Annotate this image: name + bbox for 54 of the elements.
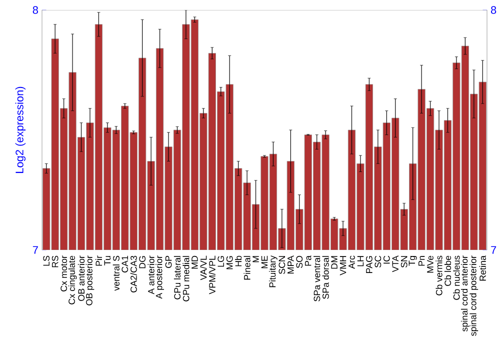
- x-tick-label: MPA: [288, 255, 294, 274]
- x-tick-label: CPu medial: [182, 256, 190, 302]
- x-tick-label: LH: [357, 256, 364, 266]
- x-tick-label: Cb vermis: [436, 256, 442, 296]
- x-tick-label: SN: [400, 256, 408, 268]
- x-tick-label: Pa: [304, 255, 312, 266]
- x-tick-label: OB anterior: [78, 256, 85, 301]
- x-tick-label: ME: [261, 256, 268, 268]
- x-tick-label: LS: [43, 256, 50, 266]
- x-tick-label: A anterior: [148, 256, 154, 294]
- x-tick-label: Cb nucleus: [453, 256, 460, 300]
- x-tick-label: ventral S: [112, 256, 120, 291]
- x-tick-label: LG: [218, 256, 224, 267]
- x-tick-label: Pineal: [244, 256, 250, 280]
- x-tick-label: A posterior: [156, 256, 164, 299]
- x-tick-label: MVe: [427, 256, 434, 273]
- x-tick-label: CPu lateral: [174, 256, 181, 300]
- x-tick-label: Cx cingulate: [68, 256, 77, 304]
- x-tick-label: Tg: [408, 256, 417, 266]
- y2-tick-label: 7: [491, 246, 496, 254]
- x-tick-label: MD: [192, 256, 198, 269]
- x-tick-label: VTA: [392, 255, 398, 272]
- x-tick-label: spinal cord posterior: [470, 256, 478, 336]
- x-tick-label: VA/VL: [200, 256, 207, 280]
- x-tick-label: M: [252, 256, 259, 262]
- x-tick-label: PAG: [366, 256, 372, 273]
- x-tick-label: spinal cord anterior: [461, 256, 470, 332]
- x-tick-label: GP: [165, 256, 172, 268]
- x-tick-label: Pituitary: [269, 255, 278, 288]
- x-tick-label: DG: [139, 256, 146, 268]
- x-tick-label: Cb lobe: [444, 256, 452, 286]
- x-tick-label: SPa ventral: [314, 256, 320, 302]
- x-tick-label: SPa dorsal: [322, 256, 329, 299]
- x-tick-label: CA2/CA3: [130, 256, 137, 292]
- x-tick-label: CA1: [122, 256, 128, 272]
- y-axis-title: Log2 (expression): [15, 86, 26, 173]
- x-tick-label: VMH: [340, 256, 346, 276]
- y2-tick-label: 8: [490, 6, 496, 14]
- x-tick-label: Retina: [479, 255, 486, 281]
- x-tick-label: Cx motor: [60, 256, 67, 292]
- x-tick-label: RS: [52, 256, 58, 268]
- x-tick-label: Arc: [348, 256, 355, 269]
- x-tick-label: SO: [296, 256, 303, 268]
- x-tick-label: Pir: [95, 256, 102, 266]
- x-tick-label: DM: [331, 256, 338, 269]
- x-tick-label: MG: [226, 256, 233, 270]
- x-tick-label: IC: [383, 256, 390, 264]
- x-tick-label: SCN: [278, 256, 286, 274]
- x-tick-label: Tu: [104, 256, 111, 266]
- x-tick-label: OB posterior: [86, 256, 94, 306]
- x-tick-label: Pn: [418, 256, 425, 266]
- x-tick-label: VPM/VPL: [208, 256, 216, 294]
- x-tick-label: Hb: [235, 256, 242, 266]
- x-tick-label: SC: [374, 256, 382, 268]
